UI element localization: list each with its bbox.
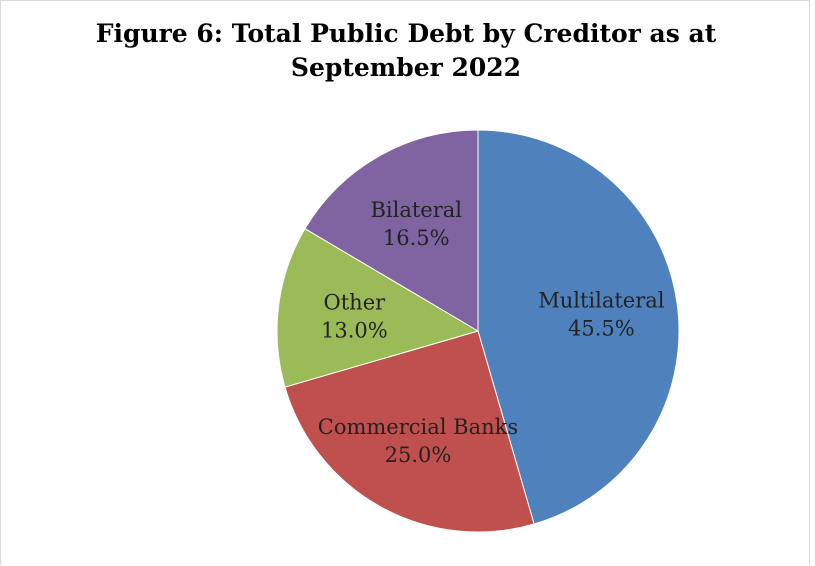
pie-slice-other xyxy=(276,227,480,388)
pie-label-multilateral: Multilateral xyxy=(538,288,665,312)
pie-slice-bilateral xyxy=(304,129,479,332)
pie-slice-multilateral xyxy=(477,129,680,525)
pie-value-bilateral: 16.5% xyxy=(383,226,450,250)
pie-value-other: 13.0% xyxy=(321,318,388,342)
pie-label-commercial-banks: Commercial Banks xyxy=(318,415,518,439)
pie-label-other: Other xyxy=(324,290,387,314)
chart-title: Figure 6: Total Public Debt by Creditor … xyxy=(1,17,811,85)
pie-value-commercial-banks: 25.0% xyxy=(385,443,452,467)
pie-label-bilateral: Bilateral xyxy=(370,198,462,222)
chart-title-line-2: September 2022 xyxy=(290,53,522,82)
pie-value-multilateral: 45.5% xyxy=(568,316,635,340)
chart-title-line-1: Figure 6: Total Public Debt by Creditor … xyxy=(95,19,717,48)
pie-slice-commercial-banks xyxy=(284,330,535,533)
